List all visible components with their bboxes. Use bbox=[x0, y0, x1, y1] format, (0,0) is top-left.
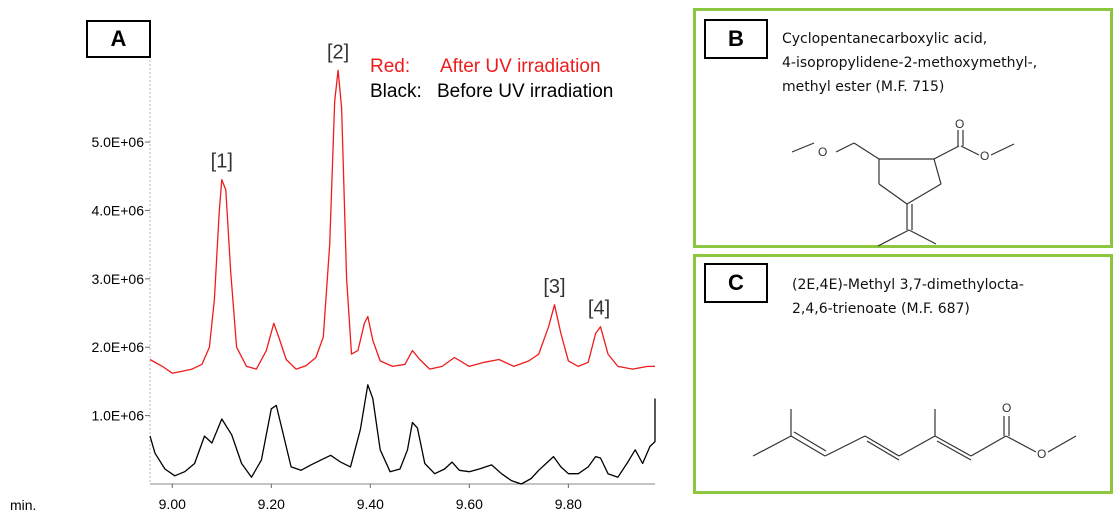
series-line-1 bbox=[149, 69, 655, 374]
x-tick-label: 9.00 bbox=[159, 496, 186, 512]
panel-b-compound-name: Cyclopentanecarboxylic acid, 4-isopropyl… bbox=[782, 31, 1038, 95]
y-tick-label: 4.0E+06 bbox=[91, 202, 144, 218]
series-line-2 bbox=[149, 384, 656, 485]
panel-c-box: O O C (2E,4E)-Methyl 3,7-dimethylocta- 2… bbox=[693, 254, 1113, 494]
atom-o-3: O bbox=[980, 149, 989, 163]
panel-b-structure: O O O bbox=[791, 117, 1015, 247]
legend-key-1: Red: bbox=[370, 56, 410, 77]
chromatogram-chart: 9.00 9.20 9.40 9.60 9.80 1.0E+06 2.0E+06 3.0E+0… bbox=[10, 40, 656, 513]
y-tick-label: 3.0E+06 bbox=[91, 271, 144, 287]
y-tick-label: 2.0E+06 bbox=[91, 339, 144, 355]
x-tick-label: 9.20 bbox=[258, 496, 285, 512]
panel-c-compound-name: (2E,4E)-Methyl 3,7-dimethylocta- 2,4,6-t… bbox=[792, 277, 1024, 317]
y-tick-label: 5.0E+06 bbox=[91, 134, 144, 150]
legend-text-2: Before UV irradiation bbox=[437, 81, 613, 102]
panel-b-label: B bbox=[704, 19, 768, 59]
legend-key-2: Black: bbox=[370, 81, 422, 102]
x-tick-label: 9.80 bbox=[555, 496, 582, 512]
x-tick-label: 9.60 bbox=[456, 496, 483, 512]
panel-a-label: A bbox=[86, 20, 151, 58]
legend-text-1: After UV irradiation bbox=[440, 56, 601, 77]
panel-c-structure: O O bbox=[752, 401, 1077, 461]
panel-b-box: O O O B Cyclopentanecarboxylic acid, 4-i… bbox=[693, 8, 1113, 248]
panel-c-label: C bbox=[704, 263, 768, 303]
atom-o-carbonyl: O bbox=[1002, 401, 1011, 415]
x-tick-label: 9.40 bbox=[357, 496, 384, 512]
peak-label-1: [1] bbox=[211, 151, 233, 173]
y-tick-label: 1.0E+06 bbox=[91, 408, 144, 424]
atom-o-2: O bbox=[955, 117, 964, 131]
peak-label-2: [2] bbox=[327, 41, 349, 63]
atom-o-ester: O bbox=[1037, 447, 1046, 461]
peak-label-3: [3] bbox=[543, 276, 565, 298]
peak-label-4: [4] bbox=[588, 298, 610, 320]
atom-o-1: O bbox=[818, 145, 827, 159]
x-axis-label: min. bbox=[10, 497, 36, 513]
